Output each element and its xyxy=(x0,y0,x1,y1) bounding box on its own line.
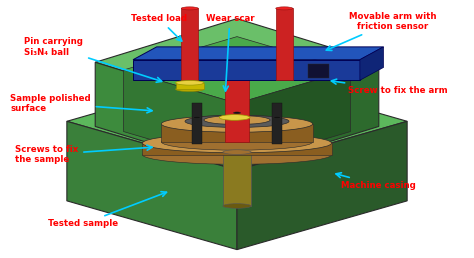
Text: Movable arm with
friction sensor: Movable arm with friction sensor xyxy=(326,12,437,51)
Polygon shape xyxy=(67,121,237,249)
Polygon shape xyxy=(192,103,201,144)
Text: Tested load: Tested load xyxy=(131,14,187,41)
Ellipse shape xyxy=(185,115,289,127)
Polygon shape xyxy=(133,47,383,60)
Polygon shape xyxy=(143,142,331,155)
Polygon shape xyxy=(175,83,204,89)
Polygon shape xyxy=(124,70,237,165)
Ellipse shape xyxy=(161,116,313,132)
Ellipse shape xyxy=(161,133,313,150)
Ellipse shape xyxy=(223,150,251,154)
Text: Machine casing: Machine casing xyxy=(336,173,416,190)
Text: Pin carrying
Si₃N₄ ball: Pin carrying Si₃N₄ ball xyxy=(24,37,162,82)
Ellipse shape xyxy=(273,117,281,118)
Polygon shape xyxy=(181,9,198,80)
Ellipse shape xyxy=(234,112,240,114)
Polygon shape xyxy=(67,72,407,170)
Ellipse shape xyxy=(276,7,293,10)
Polygon shape xyxy=(276,9,293,80)
Ellipse shape xyxy=(193,117,201,118)
Ellipse shape xyxy=(143,145,331,164)
Text: Sample polished
surface: Sample polished surface xyxy=(10,94,152,113)
Ellipse shape xyxy=(143,133,331,153)
Polygon shape xyxy=(237,121,407,249)
Ellipse shape xyxy=(225,74,249,77)
Polygon shape xyxy=(225,75,249,142)
Polygon shape xyxy=(237,70,350,165)
Polygon shape xyxy=(95,62,237,170)
Text: Tested sample: Tested sample xyxy=(48,192,166,228)
Ellipse shape xyxy=(175,80,204,85)
Polygon shape xyxy=(237,62,379,170)
Text: Wear scar: Wear scar xyxy=(206,14,254,91)
Polygon shape xyxy=(308,63,329,78)
Text: Screws to fix
the sample: Screws to fix the sample xyxy=(15,145,152,164)
Ellipse shape xyxy=(223,204,251,208)
Polygon shape xyxy=(360,47,383,80)
Polygon shape xyxy=(223,152,251,206)
Polygon shape xyxy=(273,103,282,144)
Polygon shape xyxy=(124,37,350,103)
Ellipse shape xyxy=(181,7,198,10)
Text: Screw to fix the arm: Screw to fix the arm xyxy=(331,79,447,95)
Ellipse shape xyxy=(204,116,270,125)
Polygon shape xyxy=(133,60,360,80)
Ellipse shape xyxy=(175,87,204,92)
Ellipse shape xyxy=(219,115,250,120)
Polygon shape xyxy=(161,124,313,142)
Polygon shape xyxy=(95,19,379,106)
